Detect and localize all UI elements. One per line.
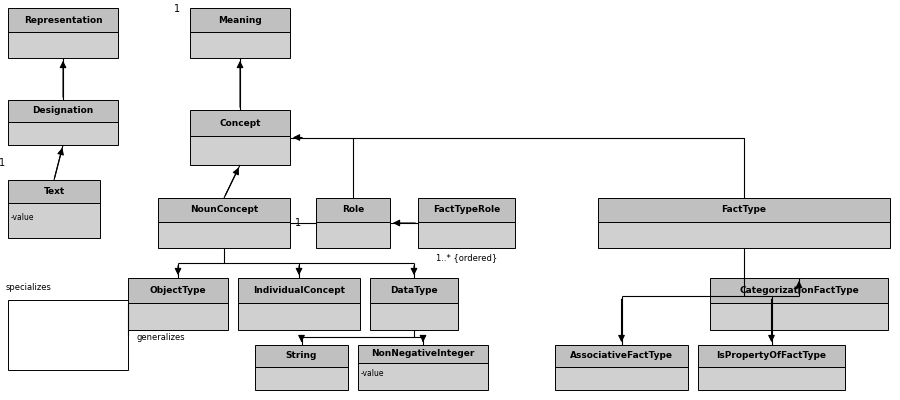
Text: 1: 1 [174,4,180,14]
Text: String: String [286,351,317,360]
Text: NonNegativeInteger: NonNegativeInteger [372,350,474,358]
Bar [255,345,348,366]
Text: 1: 1 [295,218,302,228]
Bar [190,32,290,58]
Bar [8,32,118,58]
Text: specializes: specializes [6,283,52,292]
Text: -value: -value [361,369,384,378]
Bar [158,198,290,222]
Text: Role: Role [342,206,364,214]
Bar [8,203,100,238]
Text: NounConcept: NounConcept [190,206,258,214]
Bar [8,122,118,145]
Text: CategorizationFactType: CategorizationFactType [739,286,859,295]
Text: Text: Text [43,187,65,196]
Text: ObjectType: ObjectType [149,286,206,295]
Bar [238,278,360,303]
Bar [698,366,845,390]
Bar [8,100,118,122]
Bar [555,345,688,366]
Bar [370,278,458,303]
Bar [238,303,360,330]
Bar [158,222,290,248]
Bar [710,303,888,330]
Bar [190,8,290,32]
Text: IndividualConcept: IndividualConcept [253,286,345,295]
Bar [128,278,228,303]
Bar [316,198,390,222]
Bar [128,303,228,330]
Bar [710,278,888,303]
Bar [598,198,890,222]
Text: FactType: FactType [722,206,767,214]
Bar [418,198,515,222]
Bar [255,366,348,390]
Bar [698,345,845,366]
Bar [358,363,488,390]
Text: Representation: Representation [23,16,103,24]
Bar [418,222,515,248]
Text: 1..* {ordered}: 1..* {ordered} [436,253,497,262]
Bar [598,222,890,248]
Text: generalizes: generalizes [136,333,184,342]
Text: Meaning: Meaning [218,16,262,24]
Bar [190,110,290,136]
Text: FactTypeRole: FactTypeRole [433,206,500,214]
Text: 1: 1 [0,158,5,168]
Text: -value: -value [11,213,34,222]
Bar [555,366,688,390]
Bar [316,222,390,248]
Bar [8,180,100,203]
Bar [358,345,488,363]
Text: IsPropertyOfFactType: IsPropertyOfFactType [716,351,826,360]
Bar [8,8,118,32]
Bar [370,303,458,330]
Text: DataType: DataType [391,286,437,295]
Text: Concept: Concept [220,119,261,128]
Text: AssociativeFactType: AssociativeFactType [570,351,673,360]
Bar [190,136,290,165]
Text: Designation: Designation [32,106,94,115]
Bar [8,300,128,370]
